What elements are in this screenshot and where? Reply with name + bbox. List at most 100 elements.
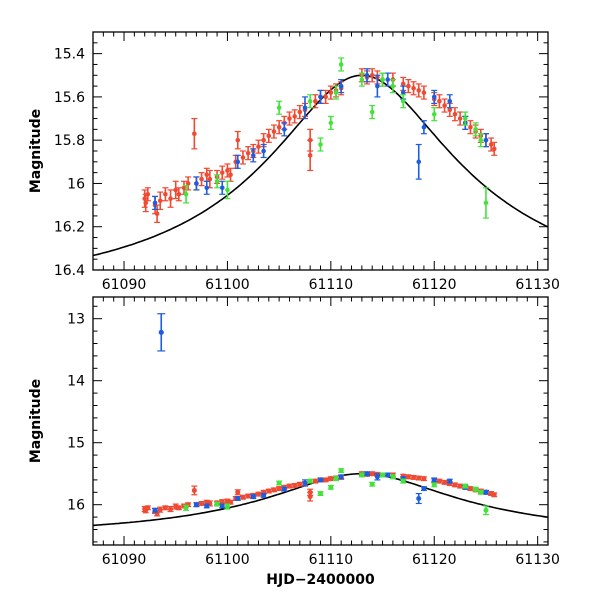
y-axis-label: Magnitude — [28, 379, 44, 463]
series-blue — [152, 68, 489, 211]
data-point-red — [145, 191, 151, 197]
data-point-red — [261, 137, 266, 143]
y-tick-label: 15.8 — [54, 133, 85, 149]
data-point-green — [183, 191, 189, 197]
data-point-red — [369, 471, 375, 477]
data-point-red — [411, 474, 417, 480]
data-point-red — [163, 191, 168, 197]
data-point-red — [143, 200, 149, 206]
data-point-red — [228, 172, 233, 178]
data-point-red — [181, 185, 187, 191]
data-point-red — [457, 116, 463, 121]
data-point-green — [431, 111, 437, 117]
data-point-green — [390, 83, 396, 89]
bottom-panel: 61090 61100 61110 61120 61130 13 14 15 16 Magnitu… — [28, 296, 560, 588]
data-point-blue — [318, 94, 323, 100]
data-point-blue — [431, 477, 437, 483]
data-point-red — [286, 483, 292, 489]
data-point-blue — [338, 83, 344, 89]
data-point-green — [338, 62, 344, 67]
data-point-red — [436, 478, 442, 484]
data-point-green — [214, 501, 220, 507]
y-tick-label: 16.2 — [54, 220, 85, 236]
data-point-red — [225, 168, 230, 173]
data-point-red — [491, 146, 497, 152]
data-point-red — [154, 211, 160, 217]
data-point-green — [369, 109, 375, 115]
data-point-red — [192, 131, 197, 136]
data-point-green — [318, 491, 323, 497]
data-point-green — [390, 474, 396, 480]
data-point-blue — [447, 98, 453, 104]
data-point-blue — [261, 492, 267, 498]
top-panel: 61090 61100 61110 61120 61130 15.4 15.6 15.8 16 1… — [28, 31, 560, 293]
data-point-red — [219, 170, 225, 175]
data-point-green — [224, 504, 230, 510]
data-point-red — [256, 144, 261, 149]
data-point-green — [478, 489, 484, 495]
data-point-red — [245, 150, 251, 156]
data-point-green — [462, 116, 468, 121]
data-point-green — [214, 178, 220, 184]
data-point-red — [266, 488, 272, 494]
data-point-blue — [416, 496, 422, 501]
data-point-green — [380, 472, 386, 478]
data-point-red — [328, 476, 334, 482]
data-point-red — [369, 72, 375, 78]
data-point-red — [323, 94, 328, 100]
data-point-blue — [338, 474, 344, 480]
data-point-green — [431, 482, 437, 488]
data-point-blue — [421, 124, 427, 130]
data-point-red — [452, 482, 458, 488]
data-point-blue — [219, 503, 225, 509]
data-point-blue — [194, 181, 199, 186]
y-axis-label: Magnitude — [28, 109, 44, 193]
data-point-red — [411, 85, 416, 91]
data-point-red — [297, 481, 303, 487]
data-point-red — [442, 479, 448, 485]
y-tick-label: 16 — [67, 498, 85, 514]
data-point-blue — [219, 185, 225, 191]
y-tick-label: 14 — [67, 374, 85, 390]
y-tick-label: 15.6 — [54, 90, 85, 106]
data-point-red — [168, 506, 174, 512]
data-point-green — [333, 476, 339, 482]
outlier-point — [158, 329, 164, 335]
data-point-green — [483, 200, 489, 206]
data-point-red — [287, 116, 292, 121]
data-point-red — [447, 107, 453, 113]
data-point-red — [199, 500, 205, 506]
data-point-red — [276, 124, 282, 130]
data-point-red — [176, 191, 182, 197]
data-point-green — [359, 77, 365, 82]
data-point-red — [228, 499, 234, 505]
data-point-blue — [250, 494, 256, 500]
data-point-red — [204, 172, 210, 178]
data-point-red — [421, 90, 427, 95]
x-tick-label: 61130 — [515, 552, 560, 568]
data-point-green — [328, 484, 334, 490]
data-point-blue — [483, 137, 489, 143]
data-point-red — [416, 88, 422, 93]
data-point-red — [307, 153, 313, 158]
data-point-green — [462, 483, 468, 489]
x-tick-label: 61130 — [515, 277, 560, 293]
data-point-red — [421, 476, 427, 482]
data-point-red — [312, 478, 318, 484]
data-point-red — [235, 137, 241, 143]
data-point-red — [240, 494, 246, 500]
data-point-red — [157, 198, 163, 204]
data-point-red — [162, 505, 168, 511]
data-point-red — [416, 475, 422, 481]
y-tick-label: 15.4 — [54, 47, 85, 63]
data-point-red — [457, 483, 463, 489]
data-point-green — [359, 472, 365, 478]
data-point-blue — [483, 489, 489, 495]
data-point-red — [307, 494, 313, 500]
data-point-blue — [416, 159, 422, 165]
data-point-red — [406, 83, 411, 89]
data-point-red — [292, 482, 298, 488]
data-point-red — [323, 477, 329, 483]
data-point-green — [328, 120, 334, 126]
